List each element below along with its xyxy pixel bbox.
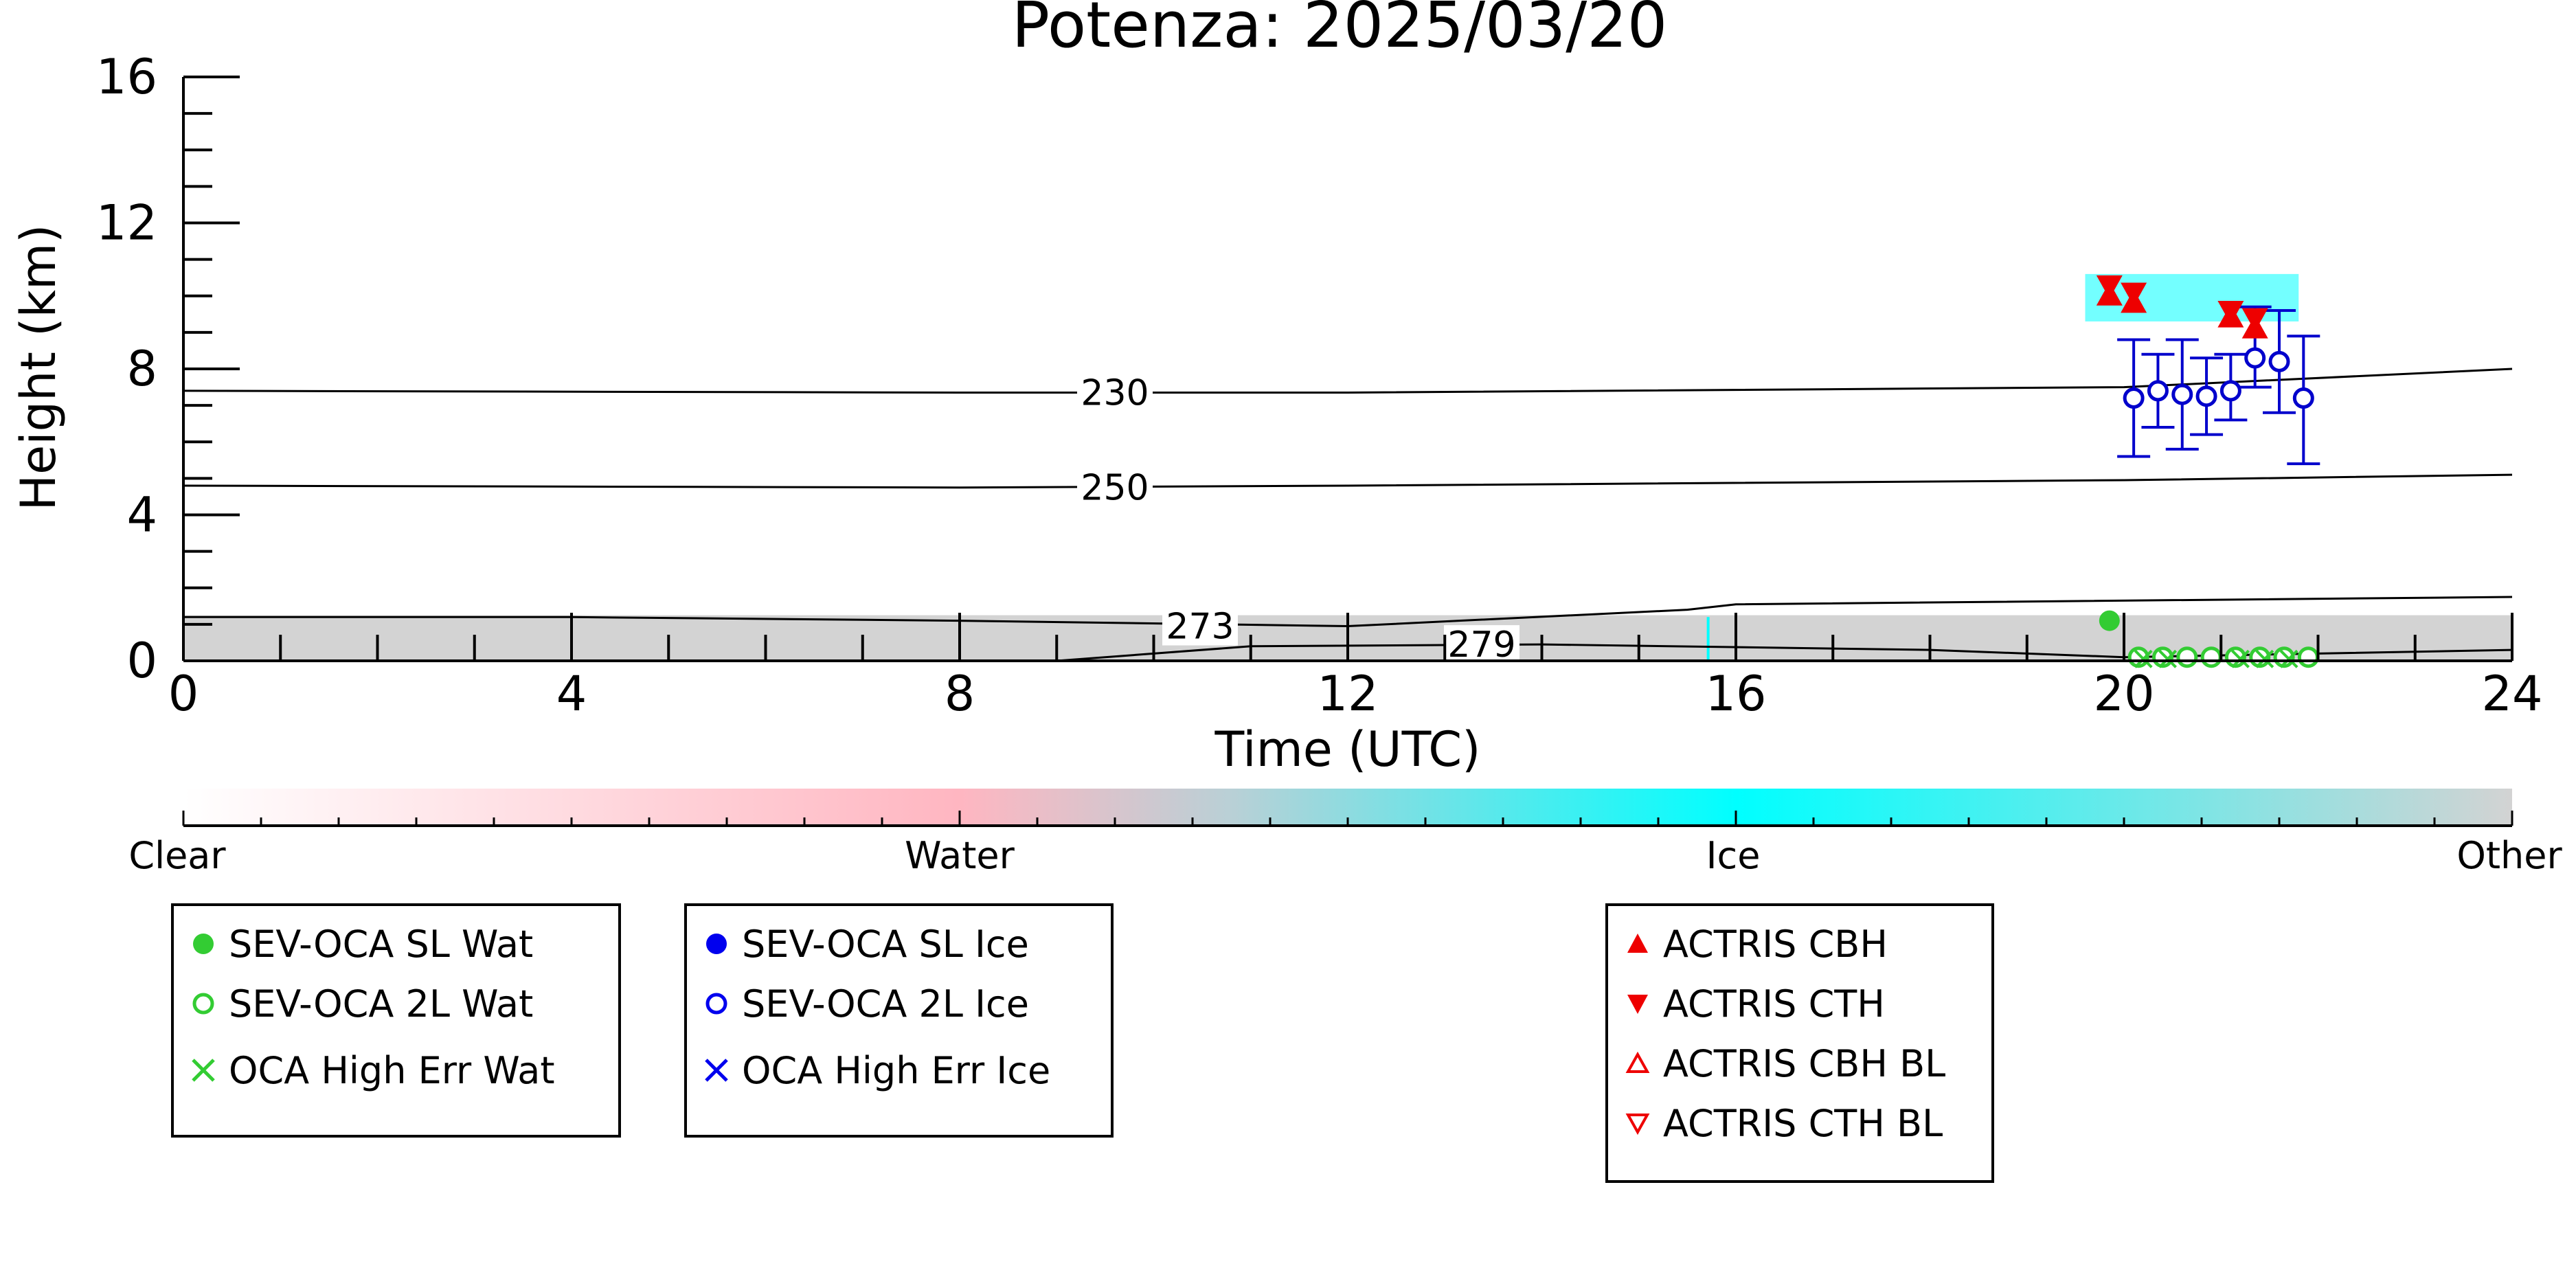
data-point (2292, 387, 2314, 409)
ice-class-region (1706, 617, 1710, 661)
contour-label-bg (1077, 468, 1153, 507)
legend-item: SEV-OCA SL Ice (699, 920, 1029, 968)
x-axis-label: Time (UTC) (1214, 721, 1481, 778)
legend-actris: ACTRIS CBH ACTRIS CTH ACTRIS CBH BL ACTR… (1605, 903, 1994, 1183)
y-tick-label: 16 (96, 49, 157, 105)
data-point (2171, 383, 2193, 405)
data-point (2255, 649, 2274, 668)
filled-circle-icon (193, 934, 214, 954)
data-point (2279, 649, 2298, 668)
data-point (2121, 282, 2147, 306)
y-tick-label: 0 (126, 633, 157, 689)
axes: 0 4 8 12 16 20 24 0 4 8 12 16 (96, 49, 2543, 722)
contour-label: 279 (1447, 624, 1515, 666)
legend-item: SEV-OCA 2L Ice (699, 980, 1029, 1028)
series-oca-high-err-wat (2134, 649, 2298, 668)
contour-label: 250 (1081, 468, 1149, 509)
open-triangle-up-icon (1625, 1051, 1650, 1073)
y-axis-label: Height (km) (10, 225, 67, 511)
contour-line-250 (183, 473, 2513, 489)
data-point (2099, 610, 2120, 631)
x-tick-label: 12 (1317, 666, 1378, 722)
data-series (2096, 275, 2320, 668)
filled-circle-icon (706, 934, 727, 954)
series-sev-oca-2l-ice (2117, 305, 2320, 466)
legend-item: OCA High Err Ice (699, 1046, 1050, 1094)
data-point (2231, 649, 2250, 668)
legend-label: SEV-OCA 2L Ice (742, 982, 1029, 1026)
legend-item: SEV-OCA SL Wat (186, 920, 533, 968)
data-point (2219, 380, 2241, 402)
x-mark-icon (705, 1059, 728, 1082)
legend-label: ACTRIS CBH (1663, 922, 1888, 966)
filled-triangle-up-icon (1627, 934, 1648, 953)
x-tick-label: 0 (168, 666, 199, 722)
open-circle-icon (192, 993, 214, 1015)
colorbar-label-water: Water (905, 834, 1015, 877)
legend-ice: SEV-OCA SL Ice SEV-OCA 2L Ice OCA High E… (684, 903, 1114, 1138)
data-point (2200, 646, 2222, 668)
x-tick-label: 24 (2481, 666, 2542, 722)
contour-label-bg (1162, 607, 1238, 646)
contour-line-230 (183, 368, 2513, 394)
legend-water: SEV-OCA SL Wat SEV-OCA 2L Wat OCA High E… (171, 903, 621, 1138)
x-mark-icon (192, 1059, 215, 1082)
y-tick-label: 4 (126, 487, 157, 543)
cloud-mask-layer (183, 273, 2512, 661)
legend-label: ACTRIS CTH (1663, 982, 1885, 1026)
x-tick-label: 20 (2093, 666, 2154, 722)
contour-label-bg (1077, 373, 1153, 412)
contour-label: 230 (1081, 373, 1149, 414)
data-point (2297, 646, 2319, 668)
filled-triangle-down-icon (1627, 995, 1648, 1014)
legend-label: SEV-OCA SL Ice (742, 922, 1029, 966)
legend-label: SEV-OCA 2L Wat (229, 982, 534, 1026)
legend-item: ACTRIS CTH (1620, 980, 1885, 1028)
data-point (2176, 646, 2198, 668)
data-point (2244, 347, 2266, 369)
legend-item: ACTRIS CBH BL (1620, 1039, 1945, 1087)
x-tick-label: 4 (556, 666, 587, 722)
series-sev-oca-sl-wat (2099, 610, 2120, 631)
data-point (2195, 385, 2217, 407)
x-tick-label: 8 (945, 666, 975, 722)
data-point (2158, 649, 2177, 668)
legend-label: ACTRIS CTH BL (1663, 1101, 1943, 1145)
legend-label: OCA High Err Wat (229, 1048, 555, 1092)
data-point (2268, 350, 2290, 372)
colorbar-label-ice: Ice (1706, 834, 1761, 877)
data-point (2217, 301, 2244, 324)
legend-label: OCA High Err Ice (742, 1048, 1051, 1092)
y-tick-label: 12 (96, 195, 157, 251)
legend-label: ACTRIS CBH BL (1663, 1041, 1946, 1085)
colorbar-ticks (182, 811, 2513, 826)
legend-item: SEV-OCA 2L Wat (186, 980, 533, 1028)
data-point (2147, 380, 2169, 402)
legend-label: SEV-OCA SL Wat (229, 922, 534, 966)
data-point (2096, 275, 2123, 299)
contour-label: 273 (1166, 607, 1234, 648)
data-point (2123, 387, 2145, 409)
x-tick-label: 16 (1705, 666, 1766, 722)
colorbar-label-other: Other (2456, 834, 2562, 877)
series-actris-cth (2096, 275, 2268, 332)
data-point (2134, 649, 2153, 668)
colorbar-label-clear: Clear (128, 834, 226, 877)
y-tick-label: 8 (126, 341, 157, 397)
chart-title: Potenza: 2025/03/20 (1012, 0, 1668, 62)
data-point (2241, 308, 2268, 332)
contour-label-bg (1444, 625, 1519, 664)
legend-item: ACTRIS CTH BL (1620, 1099, 1943, 1147)
open-triangle-down-icon (1625, 1114, 1650, 1136)
legend-item: OCA High Err Wat (186, 1046, 555, 1094)
open-circle-icon (705, 993, 727, 1015)
legend-item: ACTRIS CBH (1620, 920, 1888, 968)
